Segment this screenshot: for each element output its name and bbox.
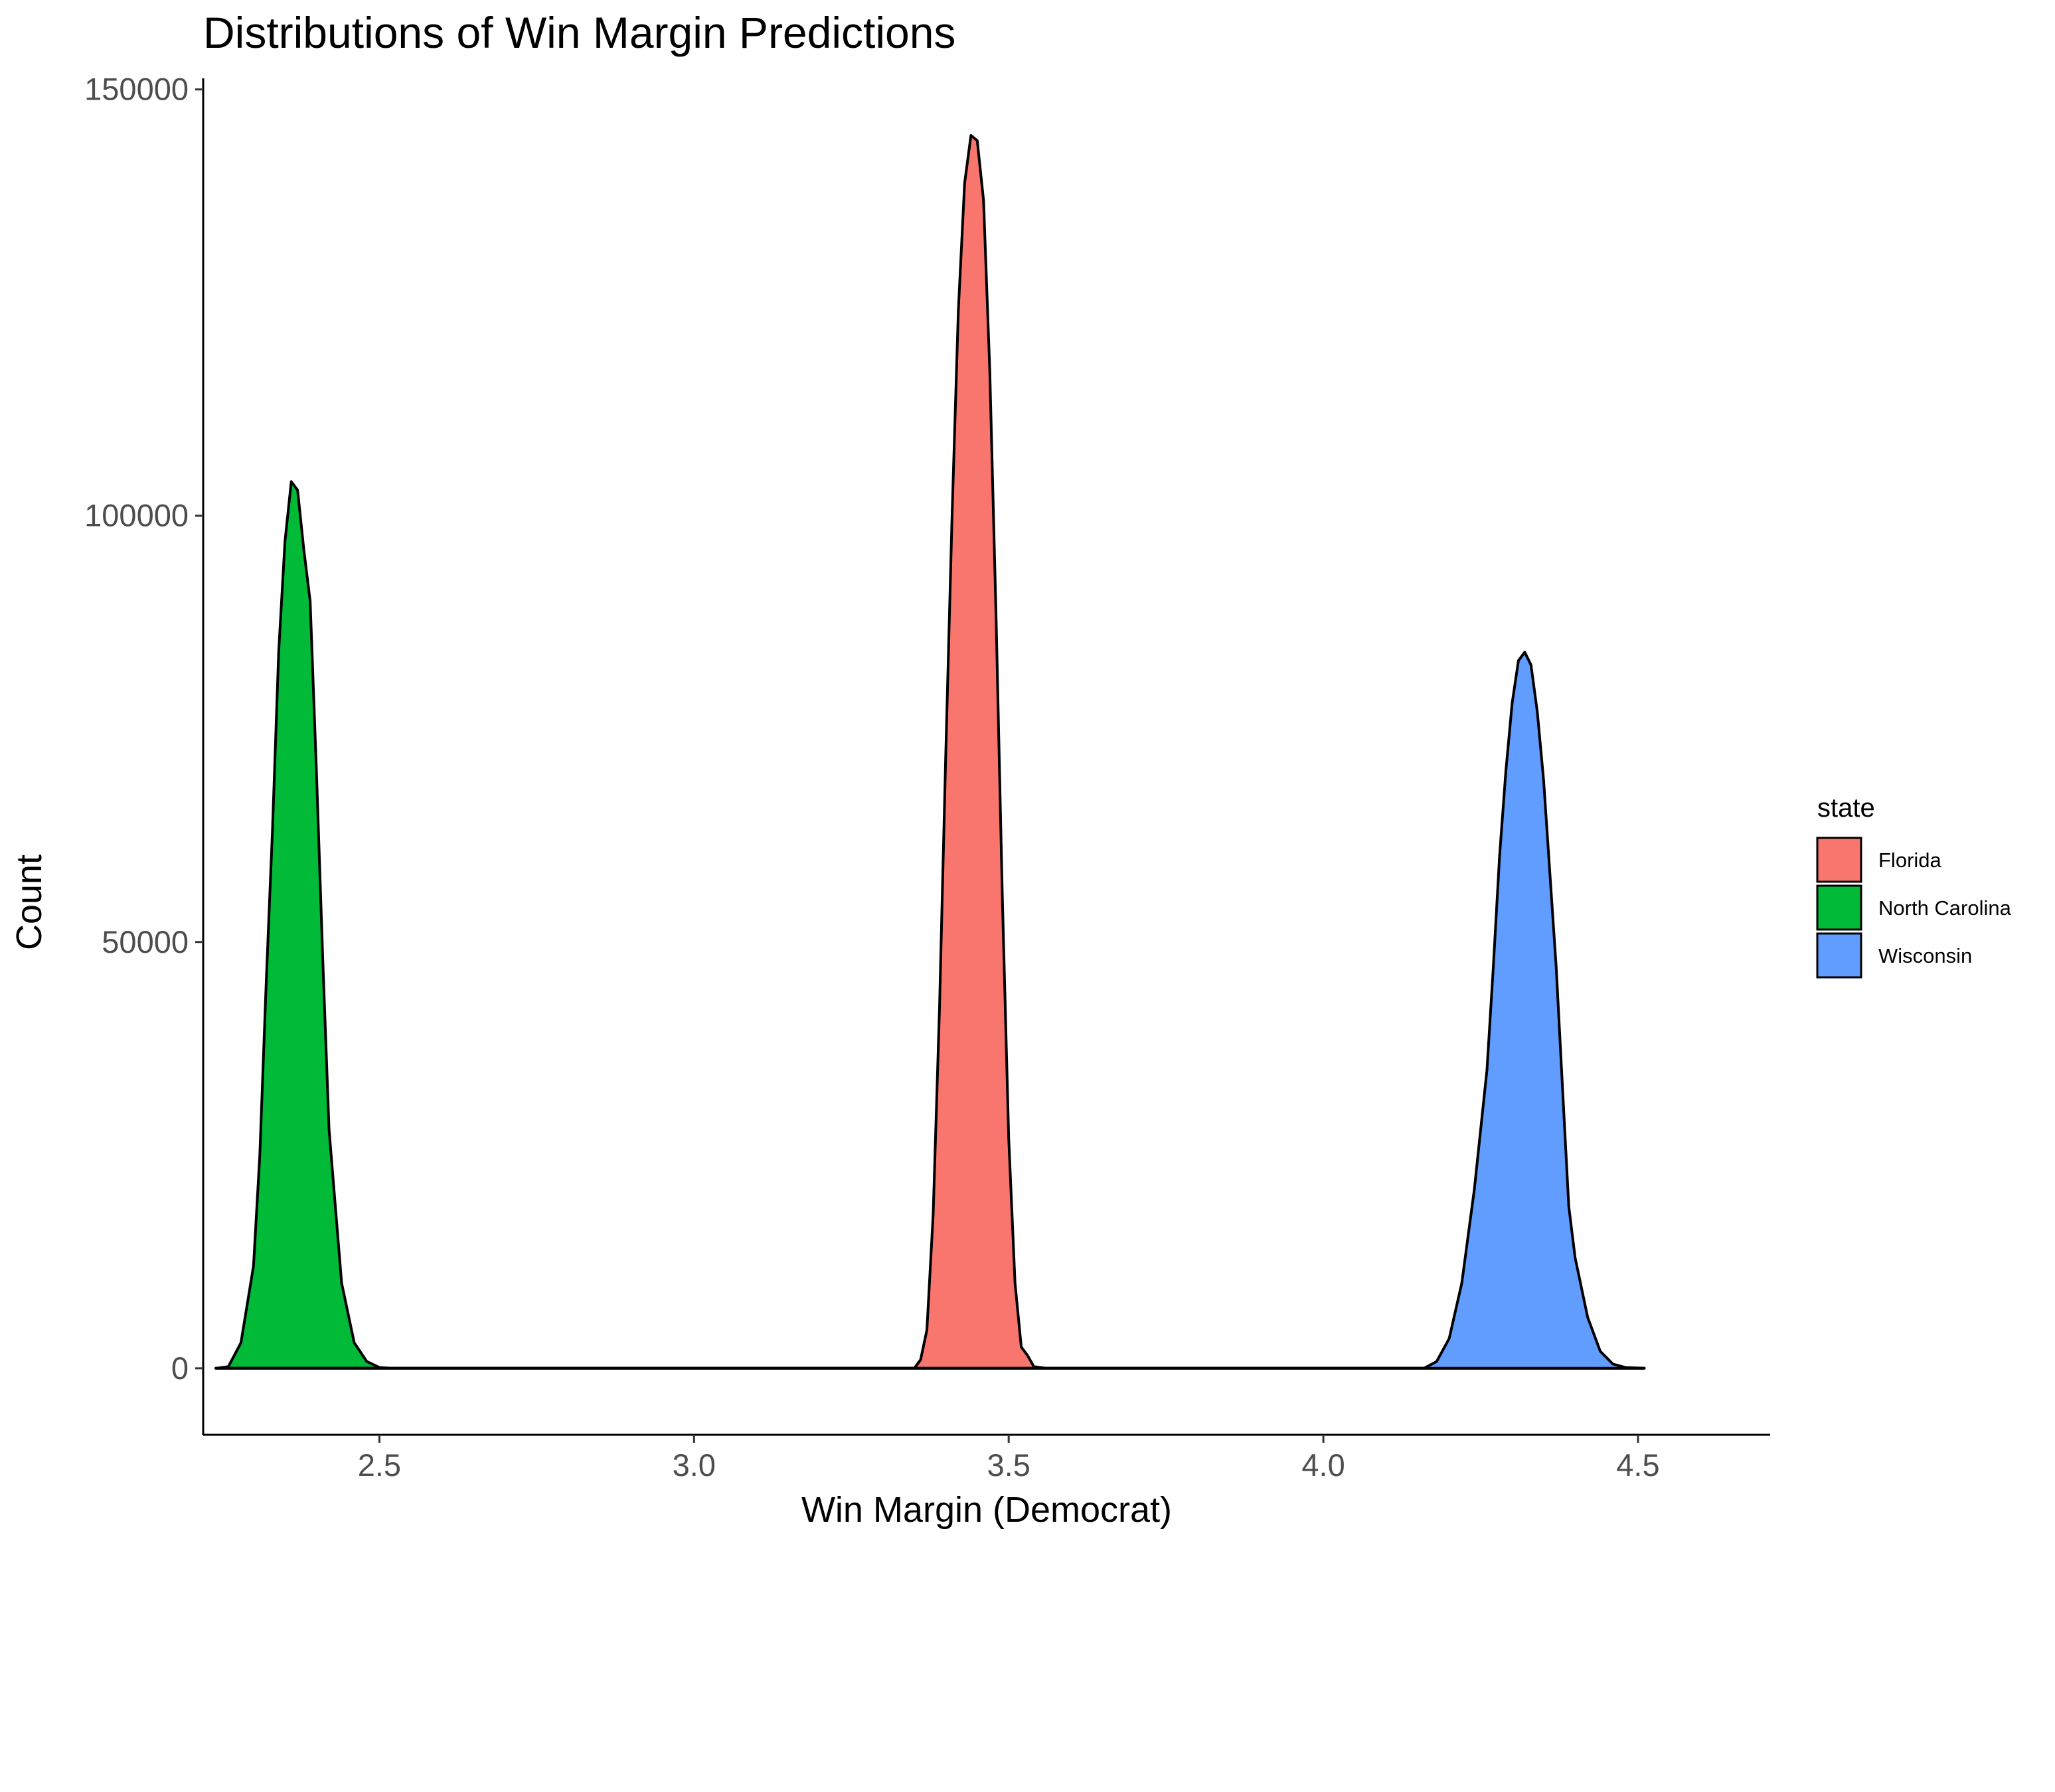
y-axis-ticks: 0 50000 100000 150000 [84, 72, 203, 1386]
plot-panel: 0 50000 100000 150000 2.5 3.0 3.5 4.0 4.5 [84, 72, 1770, 1483]
legend-label-north-carolina: North Carolina [1878, 896, 2012, 920]
x-tick-label: 2.5 [358, 1447, 401, 1483]
y-tick-label: 50000 [102, 924, 189, 959]
y-tick-label: 150000 [84, 72, 189, 107]
density-north-carolina [214, 480, 1646, 1370]
x-tick-label: 3.5 [987, 1447, 1030, 1483]
legend-title: state [1817, 793, 1875, 823]
y-tick-label: 100000 [84, 498, 189, 533]
legend-items: Florida North Carolina Wisconsin [1816, 837, 2012, 979]
y-axis-title: Count [9, 855, 49, 950]
legend-key-north-carolina [1816, 884, 1862, 931]
legend-label-wisconsin: Wisconsin [1878, 944, 1972, 967]
density-wisconsin [214, 651, 1646, 1370]
x-tick-label: 4.0 [1301, 1447, 1345, 1483]
legend: state Florida North Carolina Wisconsin [1816, 793, 2012, 979]
x-tick-label: 4.5 [1616, 1447, 1659, 1483]
x-axis-title: Win Margin (Democrat) [801, 1490, 1172, 1530]
chart-title: Distributions of Win Margin Predictions [203, 8, 955, 57]
legend-key-florida [1816, 837, 1862, 883]
x-tick-label: 3.0 [673, 1447, 716, 1483]
legend-key-wisconsin [1816, 932, 1862, 979]
legend-label-florida: Florida [1878, 849, 1942, 872]
x-axis-ticks: 2.5 3.0 3.5 4.0 4.5 [358, 1435, 1660, 1483]
density-florida [214, 134, 1646, 1370]
density-layer [214, 134, 1646, 1370]
y-tick-label: 0 [171, 1350, 189, 1386]
